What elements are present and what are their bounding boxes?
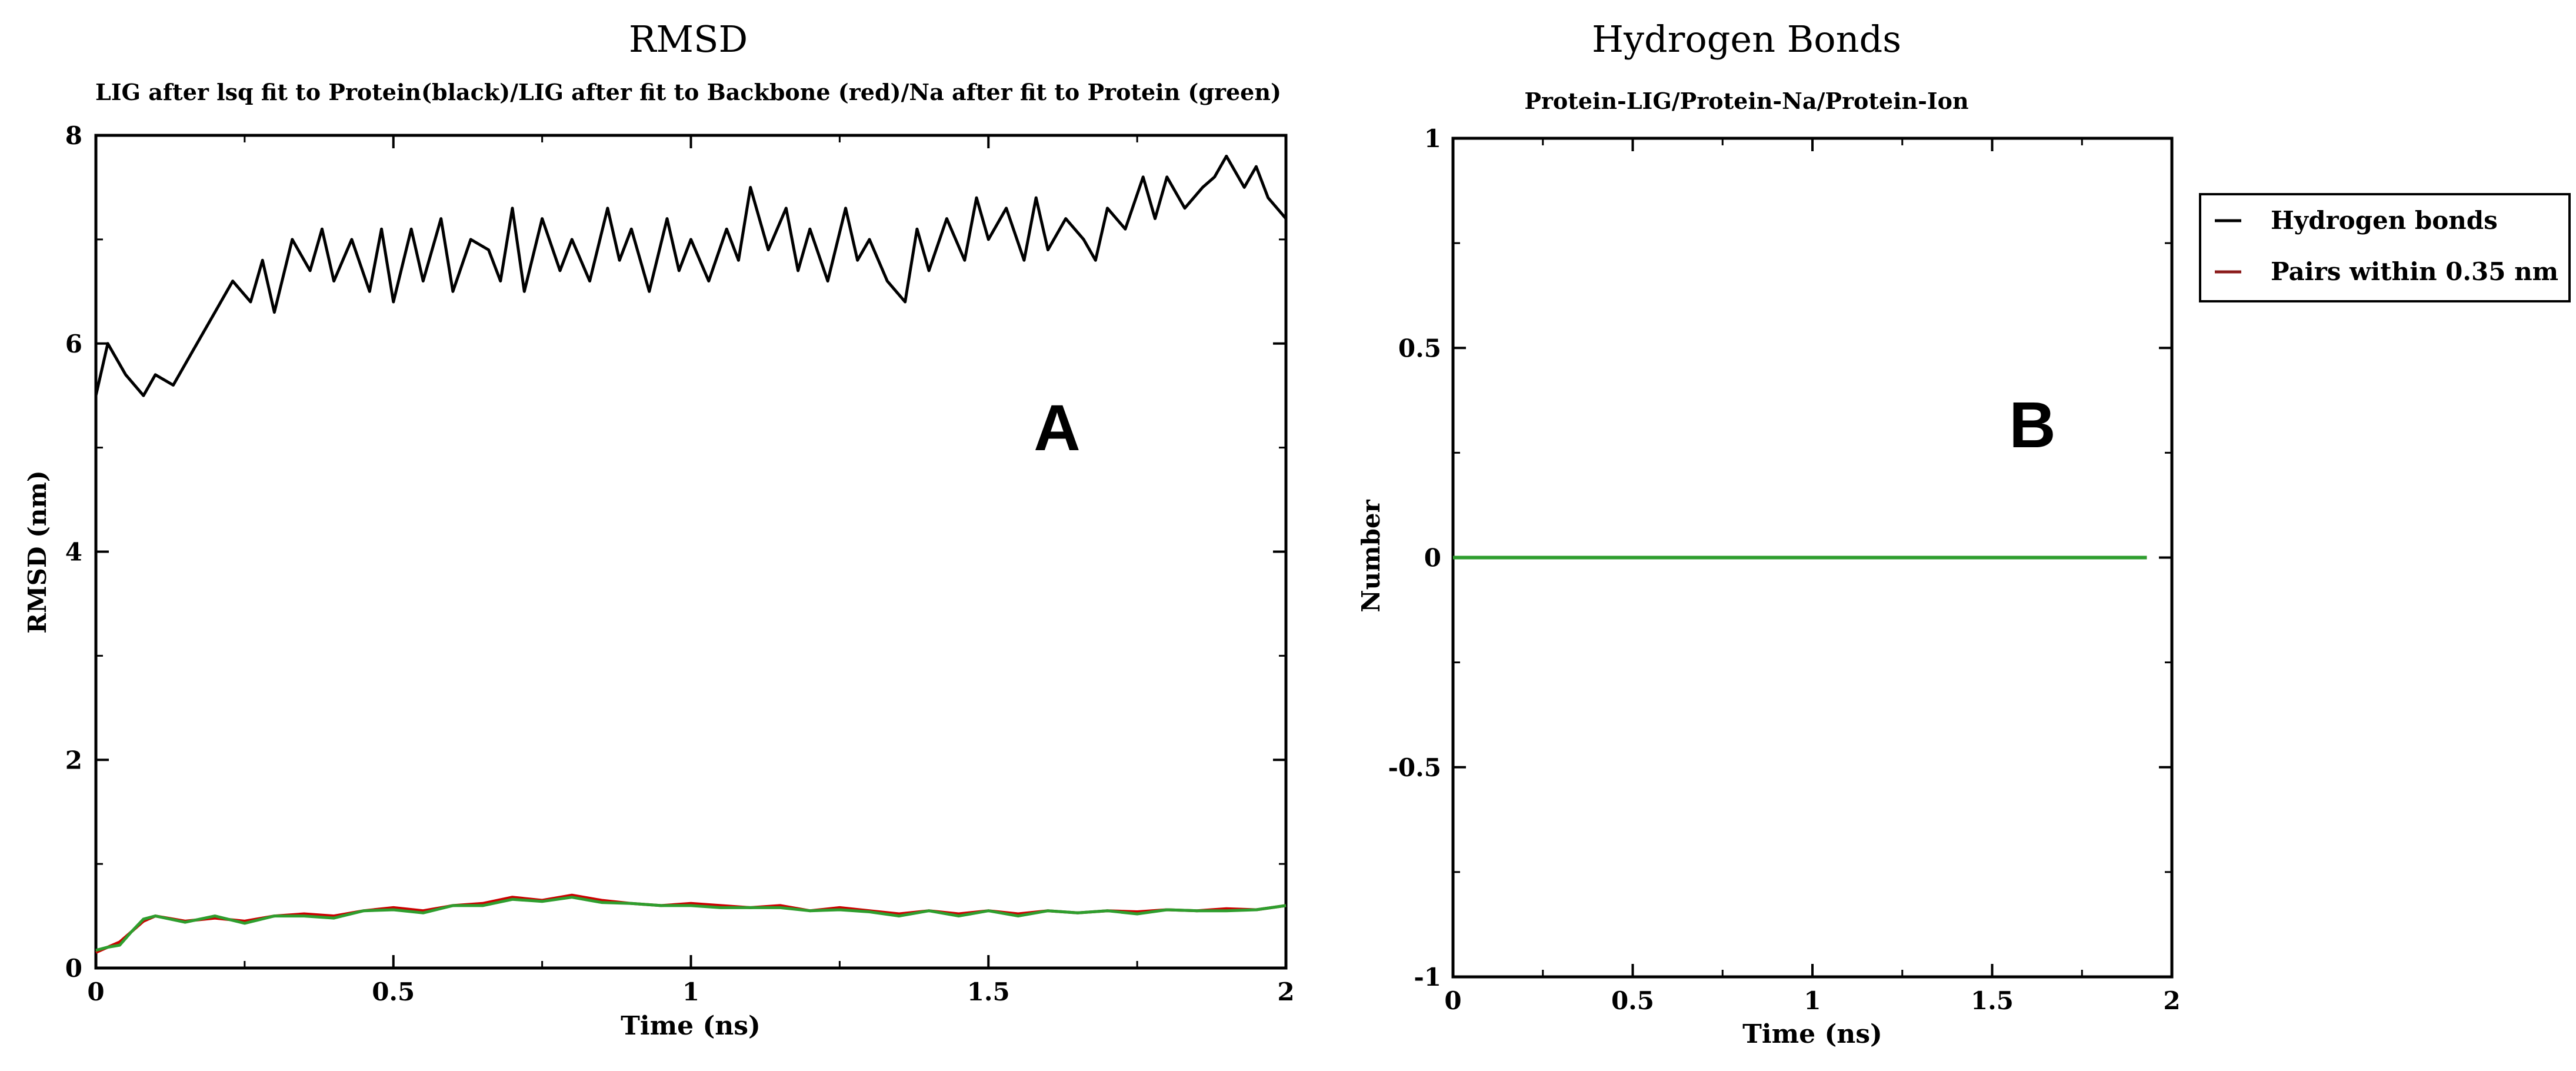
x-tick-label: 0.5 <box>372 977 415 1006</box>
panel-b-legend: Hydrogen bonds Pairs within 0.35 nm <box>2199 193 2571 302</box>
y-tick-label: 0 <box>1424 544 1441 573</box>
x-tick-label: 1.5 <box>967 977 1010 1006</box>
y-tick-label: 1 <box>1424 124 1441 153</box>
y-tick-label: -0.5 <box>1388 753 1441 782</box>
y-tick-label: 8 <box>65 121 82 150</box>
panel-a-ticks <box>95 134 1287 969</box>
panel-a-y-axis-label: RMSD (nm) <box>23 470 52 634</box>
x-tick-label: 1.5 <box>1971 986 2014 1015</box>
x-tick-label: 2 <box>1277 977 1294 1006</box>
panel-a-plot-frame <box>94 134 1288 970</box>
x-tick-label: 0 <box>87 977 104 1006</box>
panel-b-x-axis-label: Time (ns) <box>1742 1019 1882 1049</box>
panel-a-title: RMSD <box>629 18 748 61</box>
panel-b-title: Hydrogen Bonds <box>1592 18 1901 61</box>
panel-b: Hydrogen Bonds Protein-LIG/Protein-Na/Pr… <box>1357 18 2571 1049</box>
panel-a-x-tick-labels: 0 0.5 1 1.5 2 <box>87 977 1294 1006</box>
panel-b-y-tick-labels: -1 -0.5 0 0.5 1 <box>1388 124 1441 992</box>
legend-label-pairs: Pairs within 0.35 nm <box>2271 257 2558 286</box>
y-tick-label: 6 <box>65 330 82 358</box>
legend-label-hydrogen-bonds: Hydrogen bonds <box>2271 206 2498 235</box>
y-tick-label: 4 <box>65 538 82 567</box>
panel-b-letter: B <box>2009 389 2055 461</box>
panel-a-letter: A <box>1034 392 1080 464</box>
y-tick-label: 2 <box>65 746 82 774</box>
panel-a: RMSD LIG after lsq fit to Protein(black)… <box>23 18 1295 1041</box>
x-tick-label: 2 <box>2163 986 2180 1015</box>
x-tick-label: 1 <box>682 977 699 1006</box>
panel-a-x-axis-label: Time (ns) <box>621 1011 761 1041</box>
panel-a-subtitle: LIG after lsq fit to Protein(black)/LIG … <box>95 79 1281 105</box>
panel-a-y-tick-labels: 0 2 4 6 8 <box>65 121 82 983</box>
panel-b-subtitle: Protein-LIG/Protein-Na/Protein-Ion <box>1524 88 1968 114</box>
x-tick-label: 0.5 <box>1611 986 1654 1015</box>
series-line-na-after-fit-to-protein <box>95 896 1287 952</box>
x-tick-label: 1 <box>1804 986 1821 1015</box>
series-line-lig-after-lsq-fit-to-protein <box>94 154 1287 397</box>
x-tick-label: 0 <box>1444 986 1461 1015</box>
y-tick-label: 0 <box>65 954 82 983</box>
series-line-lig-after-fit-to-backbone <box>95 893 1287 954</box>
legend-box <box>2199 193 2571 302</box>
panel-b-y-axis-label: Number <box>1357 499 1385 612</box>
y-tick-label: -1 <box>1414 963 1441 992</box>
panel-b-ticks <box>1452 137 2173 978</box>
panel-b-x-tick-labels: 0 0.5 1 1.5 2 <box>1444 986 2180 1015</box>
y-tick-label: 0.5 <box>1398 334 1441 362</box>
panel-a-series <box>94 154 1287 954</box>
